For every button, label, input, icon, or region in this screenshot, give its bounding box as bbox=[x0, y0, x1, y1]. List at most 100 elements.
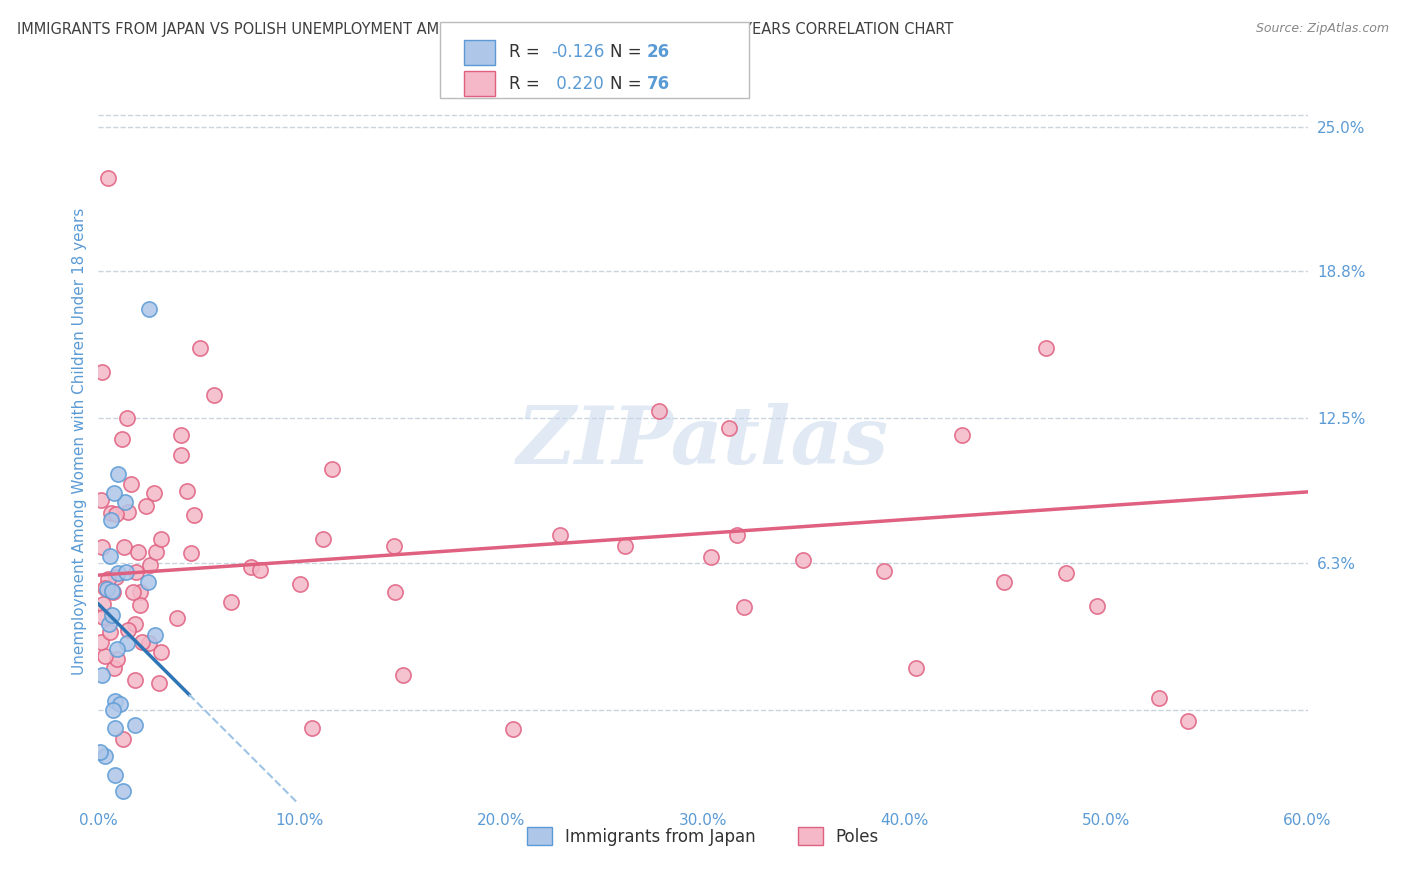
Point bbox=[94, 649, 117, 664]
Point bbox=[90, 493, 112, 508]
Point bbox=[94, 581, 117, 595]
Point bbox=[321, 461, 343, 475]
Point bbox=[613, 539, 636, 553]
Point bbox=[1035, 341, 1057, 355]
Point bbox=[103, 721, 125, 735]
Point bbox=[288, 576, 311, 591]
Point bbox=[124, 673, 146, 688]
Point bbox=[392, 667, 415, 681]
Point bbox=[166, 611, 188, 625]
Point bbox=[90, 634, 112, 648]
Point bbox=[384, 585, 406, 599]
Text: R =: R = bbox=[509, 75, 546, 93]
Point bbox=[148, 675, 170, 690]
Point bbox=[120, 477, 142, 491]
Point bbox=[904, 660, 927, 674]
Point bbox=[129, 598, 152, 612]
Point bbox=[143, 486, 166, 500]
Point bbox=[648, 404, 671, 418]
Text: IMMIGRANTS FROM JAPAN VS POLISH UNEMPLOYMENT AMONG WOMEN WITH CHILDREN UNDER 18 : IMMIGRANTS FROM JAPAN VS POLISH UNEMPLOY… bbox=[17, 22, 953, 37]
Point bbox=[384, 539, 406, 553]
Text: 0.220: 0.220 bbox=[551, 75, 605, 93]
Point bbox=[103, 486, 125, 500]
Point bbox=[107, 566, 129, 581]
Point bbox=[114, 495, 136, 509]
Point bbox=[183, 508, 205, 523]
Text: N =: N = bbox=[610, 43, 647, 62]
Point bbox=[100, 507, 122, 521]
Point bbox=[127, 545, 149, 559]
Point bbox=[219, 595, 242, 609]
Point bbox=[202, 388, 225, 402]
Text: Source: ZipAtlas.com: Source: ZipAtlas.com bbox=[1256, 22, 1389, 36]
Point bbox=[145, 545, 167, 559]
Point bbox=[112, 732, 135, 747]
Point bbox=[101, 703, 124, 717]
Point bbox=[110, 432, 132, 446]
Point bbox=[103, 694, 125, 708]
Point bbox=[301, 721, 323, 735]
Text: R =: R = bbox=[509, 43, 546, 62]
Point bbox=[1177, 714, 1199, 729]
Point bbox=[136, 575, 159, 590]
Text: ZIPatlas: ZIPatlas bbox=[517, 403, 889, 480]
Point bbox=[107, 652, 129, 666]
Point bbox=[733, 600, 755, 615]
Point bbox=[104, 507, 127, 521]
Point bbox=[117, 623, 139, 637]
Point bbox=[548, 528, 571, 542]
Point bbox=[1054, 566, 1077, 580]
Point bbox=[239, 559, 262, 574]
Point bbox=[90, 365, 112, 379]
Point bbox=[97, 572, 120, 586]
Point bbox=[950, 427, 973, 442]
Point bbox=[115, 411, 138, 425]
Point bbox=[129, 585, 152, 599]
Point bbox=[115, 636, 138, 650]
Point bbox=[139, 558, 162, 572]
Point bbox=[725, 528, 748, 542]
Point bbox=[131, 635, 153, 649]
Point bbox=[98, 624, 121, 639]
Legend: Immigrants from Japan, Poles: Immigrants from Japan, Poles bbox=[520, 821, 886, 852]
Point bbox=[108, 697, 131, 711]
Point bbox=[105, 569, 128, 583]
Point bbox=[105, 641, 128, 656]
Point bbox=[100, 608, 122, 623]
Point bbox=[94, 749, 117, 764]
Point bbox=[101, 585, 124, 599]
Point bbox=[98, 549, 121, 563]
Text: 76: 76 bbox=[647, 75, 669, 93]
Point bbox=[122, 584, 145, 599]
Point bbox=[107, 467, 129, 481]
Point bbox=[91, 668, 114, 682]
Point bbox=[700, 550, 723, 565]
Point bbox=[97, 171, 120, 186]
Point bbox=[1085, 599, 1108, 613]
Point bbox=[103, 661, 125, 675]
Point bbox=[138, 635, 160, 649]
Point bbox=[112, 540, 135, 554]
Text: N =: N = bbox=[610, 75, 647, 93]
Y-axis label: Unemployment Among Women with Children Under 18 years: Unemployment Among Women with Children U… bbox=[72, 208, 87, 675]
Point bbox=[138, 301, 160, 316]
Text: 26: 26 bbox=[647, 43, 669, 62]
Point bbox=[124, 617, 146, 632]
Point bbox=[124, 718, 146, 732]
Point bbox=[993, 574, 1015, 589]
Point bbox=[718, 420, 741, 434]
Point bbox=[180, 546, 202, 560]
Point bbox=[125, 565, 148, 579]
Point bbox=[104, 768, 127, 782]
Point bbox=[1147, 690, 1170, 705]
Text: -0.126: -0.126 bbox=[551, 43, 605, 62]
Point bbox=[91, 540, 114, 554]
Point bbox=[114, 565, 136, 579]
Point bbox=[792, 553, 814, 567]
Point bbox=[149, 645, 172, 659]
Point bbox=[170, 427, 193, 442]
Point bbox=[145, 628, 167, 642]
Point bbox=[176, 484, 198, 499]
Point bbox=[190, 341, 212, 355]
Point bbox=[89, 745, 111, 759]
